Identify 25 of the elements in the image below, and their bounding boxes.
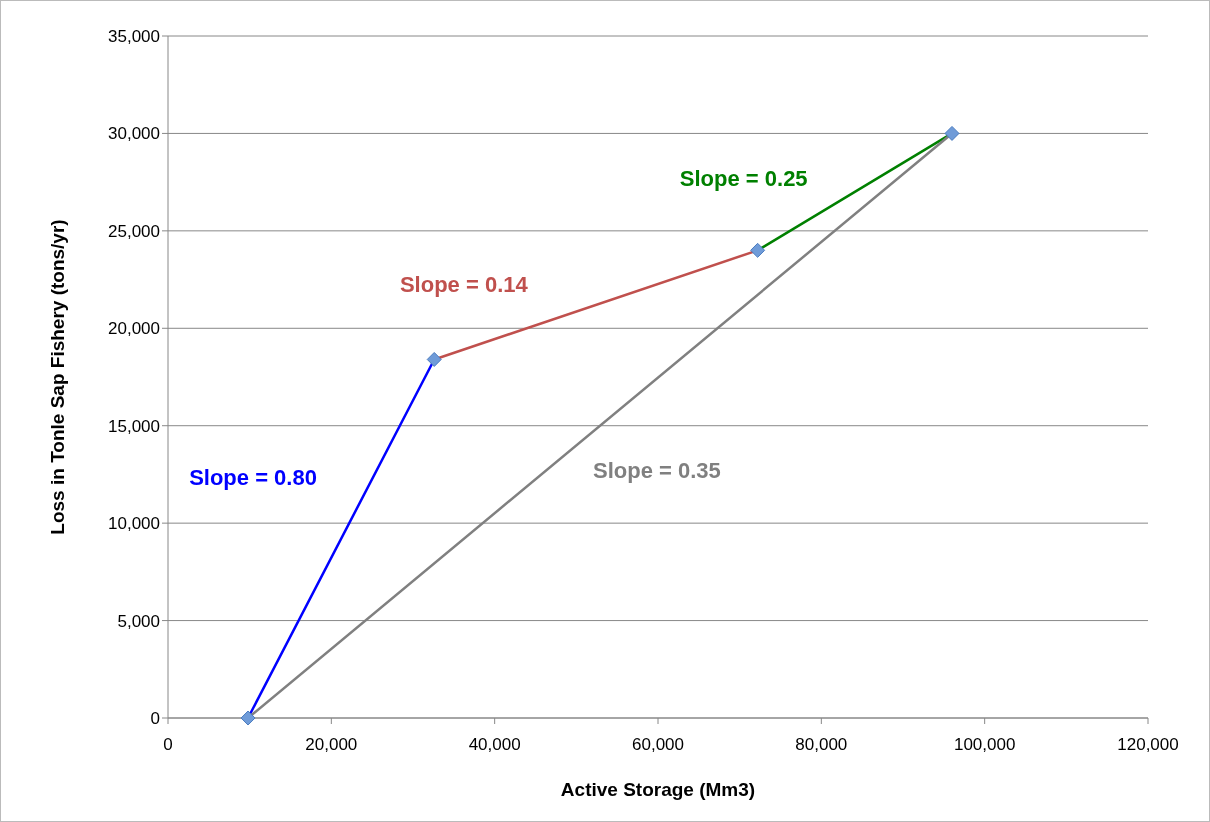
- point: [240, 710, 256, 726]
- y-tick-label: 35,000: [108, 26, 160, 46]
- y-tick-label: 0: [150, 708, 160, 728]
- x-tick-label: 80,000: [795, 735, 848, 754]
- x-tick-label: 40,000: [468, 735, 521, 754]
- x-axis-title: Active Storage (Mm3): [560, 779, 756, 800]
- series-label: Slope = 0.25: [679, 165, 808, 191]
- series-label: Slope = 0.35: [593, 457, 721, 483]
- x-tick-label: 20,000: [305, 735, 358, 754]
- point: [426, 351, 442, 367]
- y-tick-label: 15,000: [108, 416, 160, 436]
- y-tick-label: 5,000: [117, 611, 160, 631]
- point: [750, 242, 766, 258]
- x-tick-label: 120,000: [1117, 735, 1179, 754]
- x-tick-label: 60,000: [632, 735, 684, 754]
- y-tick-label: 20,000: [108, 319, 160, 339]
- point: [944, 125, 960, 141]
- series-label: Slope = 0.14: [399, 271, 529, 297]
- y-tick-label: 25,000: [108, 221, 160, 241]
- y-tick-label: 10,000: [108, 514, 160, 534]
- text: Slope = 0.80: [189, 464, 317, 490]
- x-tick-label: 100,000: [953, 735, 1016, 754]
- y-tick-label: 30,000: [108, 124, 160, 144]
- x-tick-label: 0: [163, 735, 173, 754]
- y-axis-title: Loss in Tonle Sap Fishery (tons/yr): [47, 219, 68, 535]
